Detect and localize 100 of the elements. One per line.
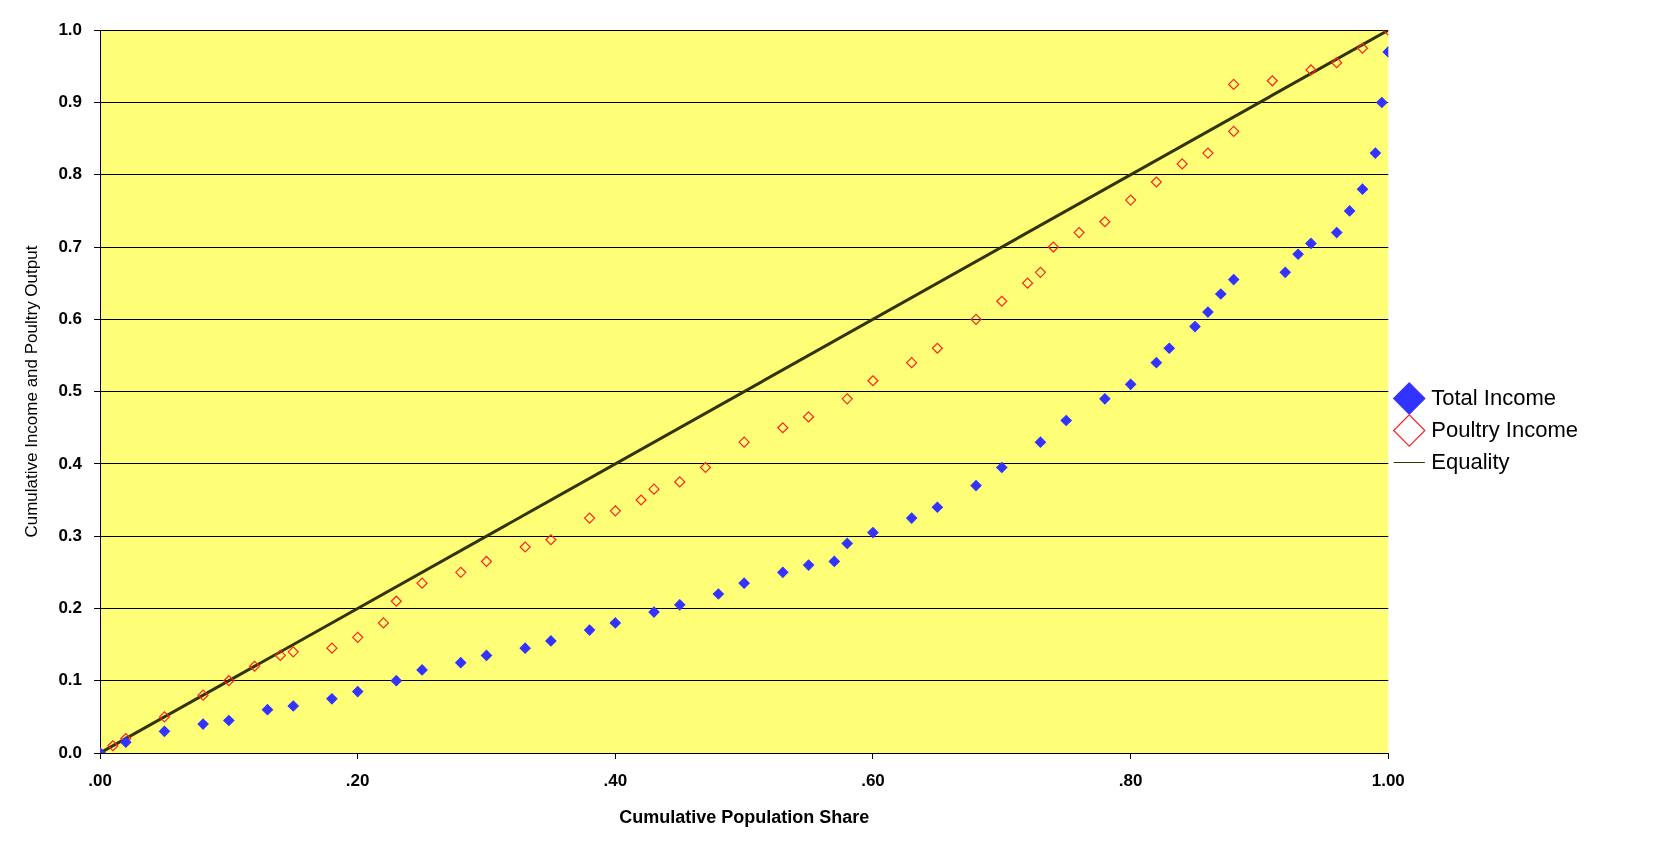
point <box>970 313 982 325</box>
point <box>455 566 467 578</box>
point <box>377 617 390 629</box>
point <box>480 649 493 662</box>
point <box>1228 78 1240 91</box>
point <box>545 534 557 546</box>
point <box>120 736 132 748</box>
point <box>906 512 918 524</box>
legend-label: Total Income <box>1431 384 1557 410</box>
point <box>223 714 235 727</box>
point <box>828 555 840 568</box>
point <box>1376 96 1388 109</box>
point <box>1202 147 1214 159</box>
x-tick-label: .40 <box>603 770 628 790</box>
point <box>674 599 686 611</box>
point <box>970 479 982 492</box>
point <box>223 675 235 687</box>
point <box>1228 273 1240 286</box>
point <box>1125 194 1137 206</box>
x-tick-label: .00 <box>88 770 112 790</box>
point <box>648 483 660 495</box>
point <box>545 635 557 647</box>
point <box>674 476 686 488</box>
y-tick-label: 0.7 <box>58 236 83 256</box>
point <box>287 646 299 658</box>
point <box>931 342 943 354</box>
point <box>1215 288 1227 300</box>
point <box>352 631 364 643</box>
point <box>455 657 467 669</box>
point <box>1189 320 1201 333</box>
point <box>1060 414 1072 427</box>
point <box>583 624 596 636</box>
point <box>802 559 815 571</box>
point <box>841 393 853 405</box>
point <box>158 725 171 737</box>
y-tick-label: 0.5 <box>58 381 83 401</box>
point <box>712 588 724 600</box>
point <box>738 577 750 589</box>
point <box>287 700 299 712</box>
legend-label: Equality <box>1431 448 1510 474</box>
point <box>1099 393 1111 405</box>
point <box>1034 266 1047 278</box>
legend-label: Poultry Income <box>1431 416 1579 442</box>
point <box>1021 277 1034 289</box>
point <box>1150 357 1162 369</box>
point <box>1344 205 1356 217</box>
point <box>777 422 789 434</box>
point <box>635 494 647 506</box>
y-tick-label: 0.4 <box>58 453 83 473</box>
point <box>1356 183 1369 195</box>
point <box>197 689 209 701</box>
point <box>1125 378 1137 390</box>
point <box>1228 125 1240 137</box>
point <box>609 617 621 629</box>
point <box>738 436 750 448</box>
point <box>906 357 918 369</box>
point <box>1305 237 1317 250</box>
y-tick-label: 0.3 <box>58 525 83 545</box>
point <box>519 541 531 553</box>
point <box>416 577 428 589</box>
point <box>1356 42 1369 54</box>
point <box>352 685 364 698</box>
point <box>609 505 621 517</box>
point <box>390 675 402 687</box>
point <box>931 501 943 513</box>
point <box>416 664 428 676</box>
point <box>777 566 789 578</box>
point <box>1073 226 1085 239</box>
point <box>867 375 879 387</box>
point <box>841 537 853 549</box>
point <box>326 642 338 654</box>
point <box>158 711 171 723</box>
point <box>1163 342 1175 354</box>
point <box>326 693 338 705</box>
y-tick-label: 1.0 <box>58 19 83 39</box>
y-tick-label: 0.6 <box>58 309 83 329</box>
point <box>1202 306 1214 318</box>
y-tick-label: 0.9 <box>58 92 83 112</box>
point <box>996 295 1008 307</box>
point <box>1292 248 1304 260</box>
y-tick-label: 0.0 <box>58 742 83 762</box>
x-tick-label: 1.00 <box>1371 770 1405 790</box>
y-tick-label: 0.2 <box>58 598 83 618</box>
point <box>802 411 815 423</box>
point <box>583 512 596 524</box>
y-tick-label: 0.1 <box>58 670 83 690</box>
point <box>1279 266 1291 278</box>
point <box>1176 158 1188 170</box>
x-tick-label: .60 <box>861 770 885 790</box>
point <box>1369 147 1381 159</box>
x-axis-title: Cumulative Population Share <box>619 807 870 828</box>
point <box>1034 436 1047 448</box>
point <box>390 595 402 607</box>
point <box>274 649 286 662</box>
y-axis-title: Cumulative Income and Poultry Output <box>21 245 41 538</box>
point <box>249 660 261 672</box>
point <box>1331 57 1343 69</box>
x-tick-label: .80 <box>1118 770 1143 790</box>
point <box>1047 241 1059 253</box>
point <box>480 555 493 568</box>
